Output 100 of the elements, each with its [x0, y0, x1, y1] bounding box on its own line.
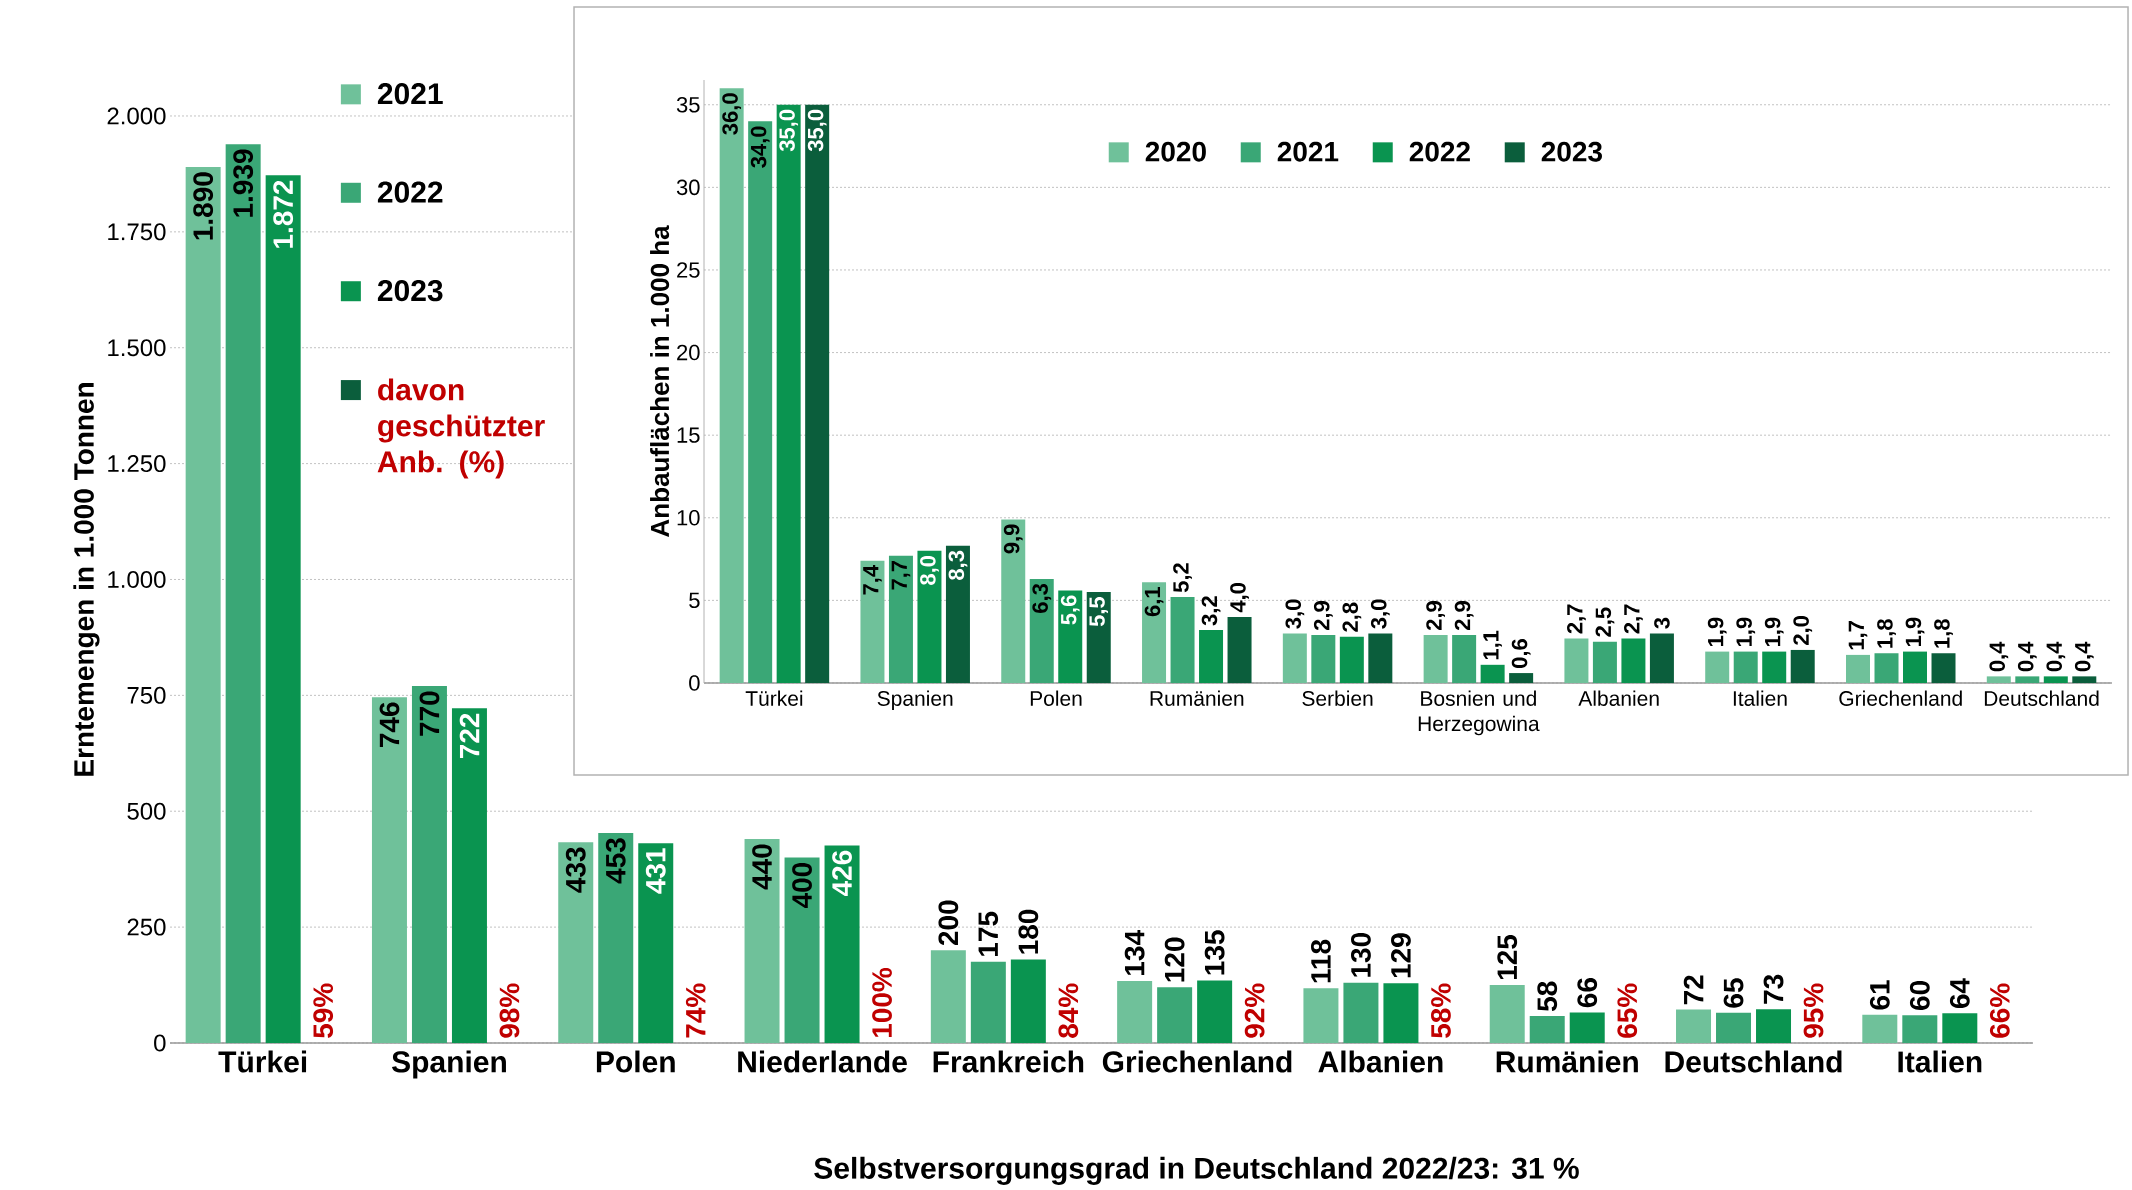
x-tick-label: Rumänien — [1150, 690, 1244, 706]
data-label: 400 — [792, 862, 812, 909]
y-tick-label: 1.000 — [108, 571, 166, 588]
data-label: 1.939 — [233, 149, 254, 217]
x-tick-label: Türkei — [745, 690, 803, 706]
bar — [1423, 635, 1448, 683]
y-tick-label: 15 — [677, 427, 700, 443]
bar — [1705, 651, 1730, 683]
bar — [1058, 590, 1083, 683]
data-label: 0,4 — [2046, 641, 2066, 672]
bar — [1311, 635, 1336, 683]
data-label: 433 — [565, 847, 586, 893]
annotation: 95% — [1803, 983, 1824, 1038]
data-label: 73 — [1763, 974, 1784, 1004]
data-label: 0,6 — [1511, 639, 1531, 669]
data-label: 1,7 — [1848, 621, 1868, 650]
data-label: 120 — [1164, 937, 1185, 982]
bar — [1343, 982, 1379, 1043]
bar — [1529, 1016, 1565, 1043]
x-tick-label: Türkei — [218, 1050, 307, 1073]
bar — [1157, 987, 1193, 1043]
bar — [1874, 653, 1899, 683]
bar — [1564, 638, 1589, 683]
bar — [1986, 676, 2011, 683]
data-label: 431 — [645, 848, 666, 894]
annotation: 58% — [1431, 983, 1451, 1038]
data-label: 1.890 — [193, 172, 214, 240]
bar — [1903, 651, 1928, 683]
bar — [888, 555, 913, 683]
data-label: 135 — [1204, 930, 1225, 975]
bar — [1010, 959, 1046, 1043]
y-tick-label: 20 — [677, 344, 700, 361]
bar — [1029, 578, 1054, 683]
bar — [1509, 673, 1534, 683]
legend-label: 2021 — [1277, 141, 1339, 162]
bar — [1790, 649, 1815, 683]
x-tick-label: Bosnien und Herzegowina — [1418, 690, 1540, 736]
data-label: 426 — [832, 850, 852, 897]
data-label: 722 — [459, 713, 480, 759]
bar — [1621, 638, 1646, 683]
x-tick-label: Albanien — [1578, 690, 1659, 706]
data-label: 1.872 — [273, 180, 294, 248]
bar — [930, 950, 966, 1043]
data-label: 9,9 — [1003, 524, 1023, 554]
bar — [784, 857, 820, 1043]
bar — [371, 697, 407, 1043]
x-tick-label: Polen — [596, 1050, 675, 1073]
bar — [1227, 616, 1252, 683]
y-tick-label: 10 — [677, 509, 700, 526]
legend-label: 2021 — [377, 83, 443, 105]
x-tick-label: Serbien — [1302, 690, 1373, 706]
data-label: 2,8 — [1342, 602, 1362, 632]
bar — [225, 144, 261, 1043]
data-label: 129 — [1391, 933, 1411, 978]
data-label: 2,7 — [1624, 604, 1643, 634]
bar — [185, 166, 221, 1043]
annotation: 66% — [1989, 983, 2010, 1038]
bar — [1489, 985, 1525, 1043]
data-label: 453 — [605, 838, 626, 884]
data-label: 134 — [1124, 930, 1145, 975]
y-tick-label: 1.500 — [108, 339, 166, 357]
bar — [558, 842, 594, 1043]
data-label: 72 — [1683, 975, 1704, 1005]
bar — [1368, 633, 1393, 683]
x-tick-label: Frankreich — [933, 1050, 1084, 1073]
data-label: 1,8 — [1877, 619, 1896, 648]
bar — [1303, 988, 1339, 1043]
data-label: 7,7 — [891, 560, 911, 590]
data-label: 65 — [1723, 978, 1744, 1008]
bar — [1931, 653, 1956, 683]
data-label: 1,9 — [1736, 617, 1756, 647]
bar — [638, 843, 674, 1043]
x-tick-label: Italien — [1898, 1050, 1982, 1073]
x-tick-label: Italien — [1733, 690, 1787, 706]
x-tick-label: Griechenland — [1839, 690, 1962, 706]
data-label: 7,4 — [863, 565, 882, 595]
bar — [917, 550, 942, 683]
bar — [1339, 636, 1364, 683]
bar — [265, 175, 301, 1043]
bar — [1569, 1012, 1605, 1043]
legend-label: 2020 — [1145, 141, 1206, 162]
bar — [1117, 980, 1153, 1043]
data-label: 5,2 — [1173, 563, 1192, 593]
annotation: 59% — [313, 983, 334, 1038]
data-label: 0,4 — [2074, 641, 2094, 672]
bar — [1733, 651, 1758, 683]
data-label: 61 — [1869, 980, 1890, 1010]
data-label: 2,5 — [1595, 607, 1615, 637]
bar — [1199, 630, 1224, 683]
y-axis-title: Erntemengen in 1.000 Tonnen — [73, 383, 100, 776]
data-label: 58 — [1537, 981, 1558, 1012]
text: Selbstversorgungsgrad in Deutschland 2022/23: 31 % — [814, 1156, 1579, 1185]
data-label: 34,0 — [750, 126, 770, 168]
y-axis-title: Anbauflächen in 1.000 ha — [650, 225, 670, 537]
bar — [970, 961, 1006, 1043]
bar — [805, 104, 830, 683]
data-label: 180 — [1018, 909, 1039, 954]
data-label: 0,4 — [1989, 641, 2009, 672]
y-tick-label: 2.000 — [107, 107, 166, 125]
bar — [1862, 1014, 1898, 1043]
